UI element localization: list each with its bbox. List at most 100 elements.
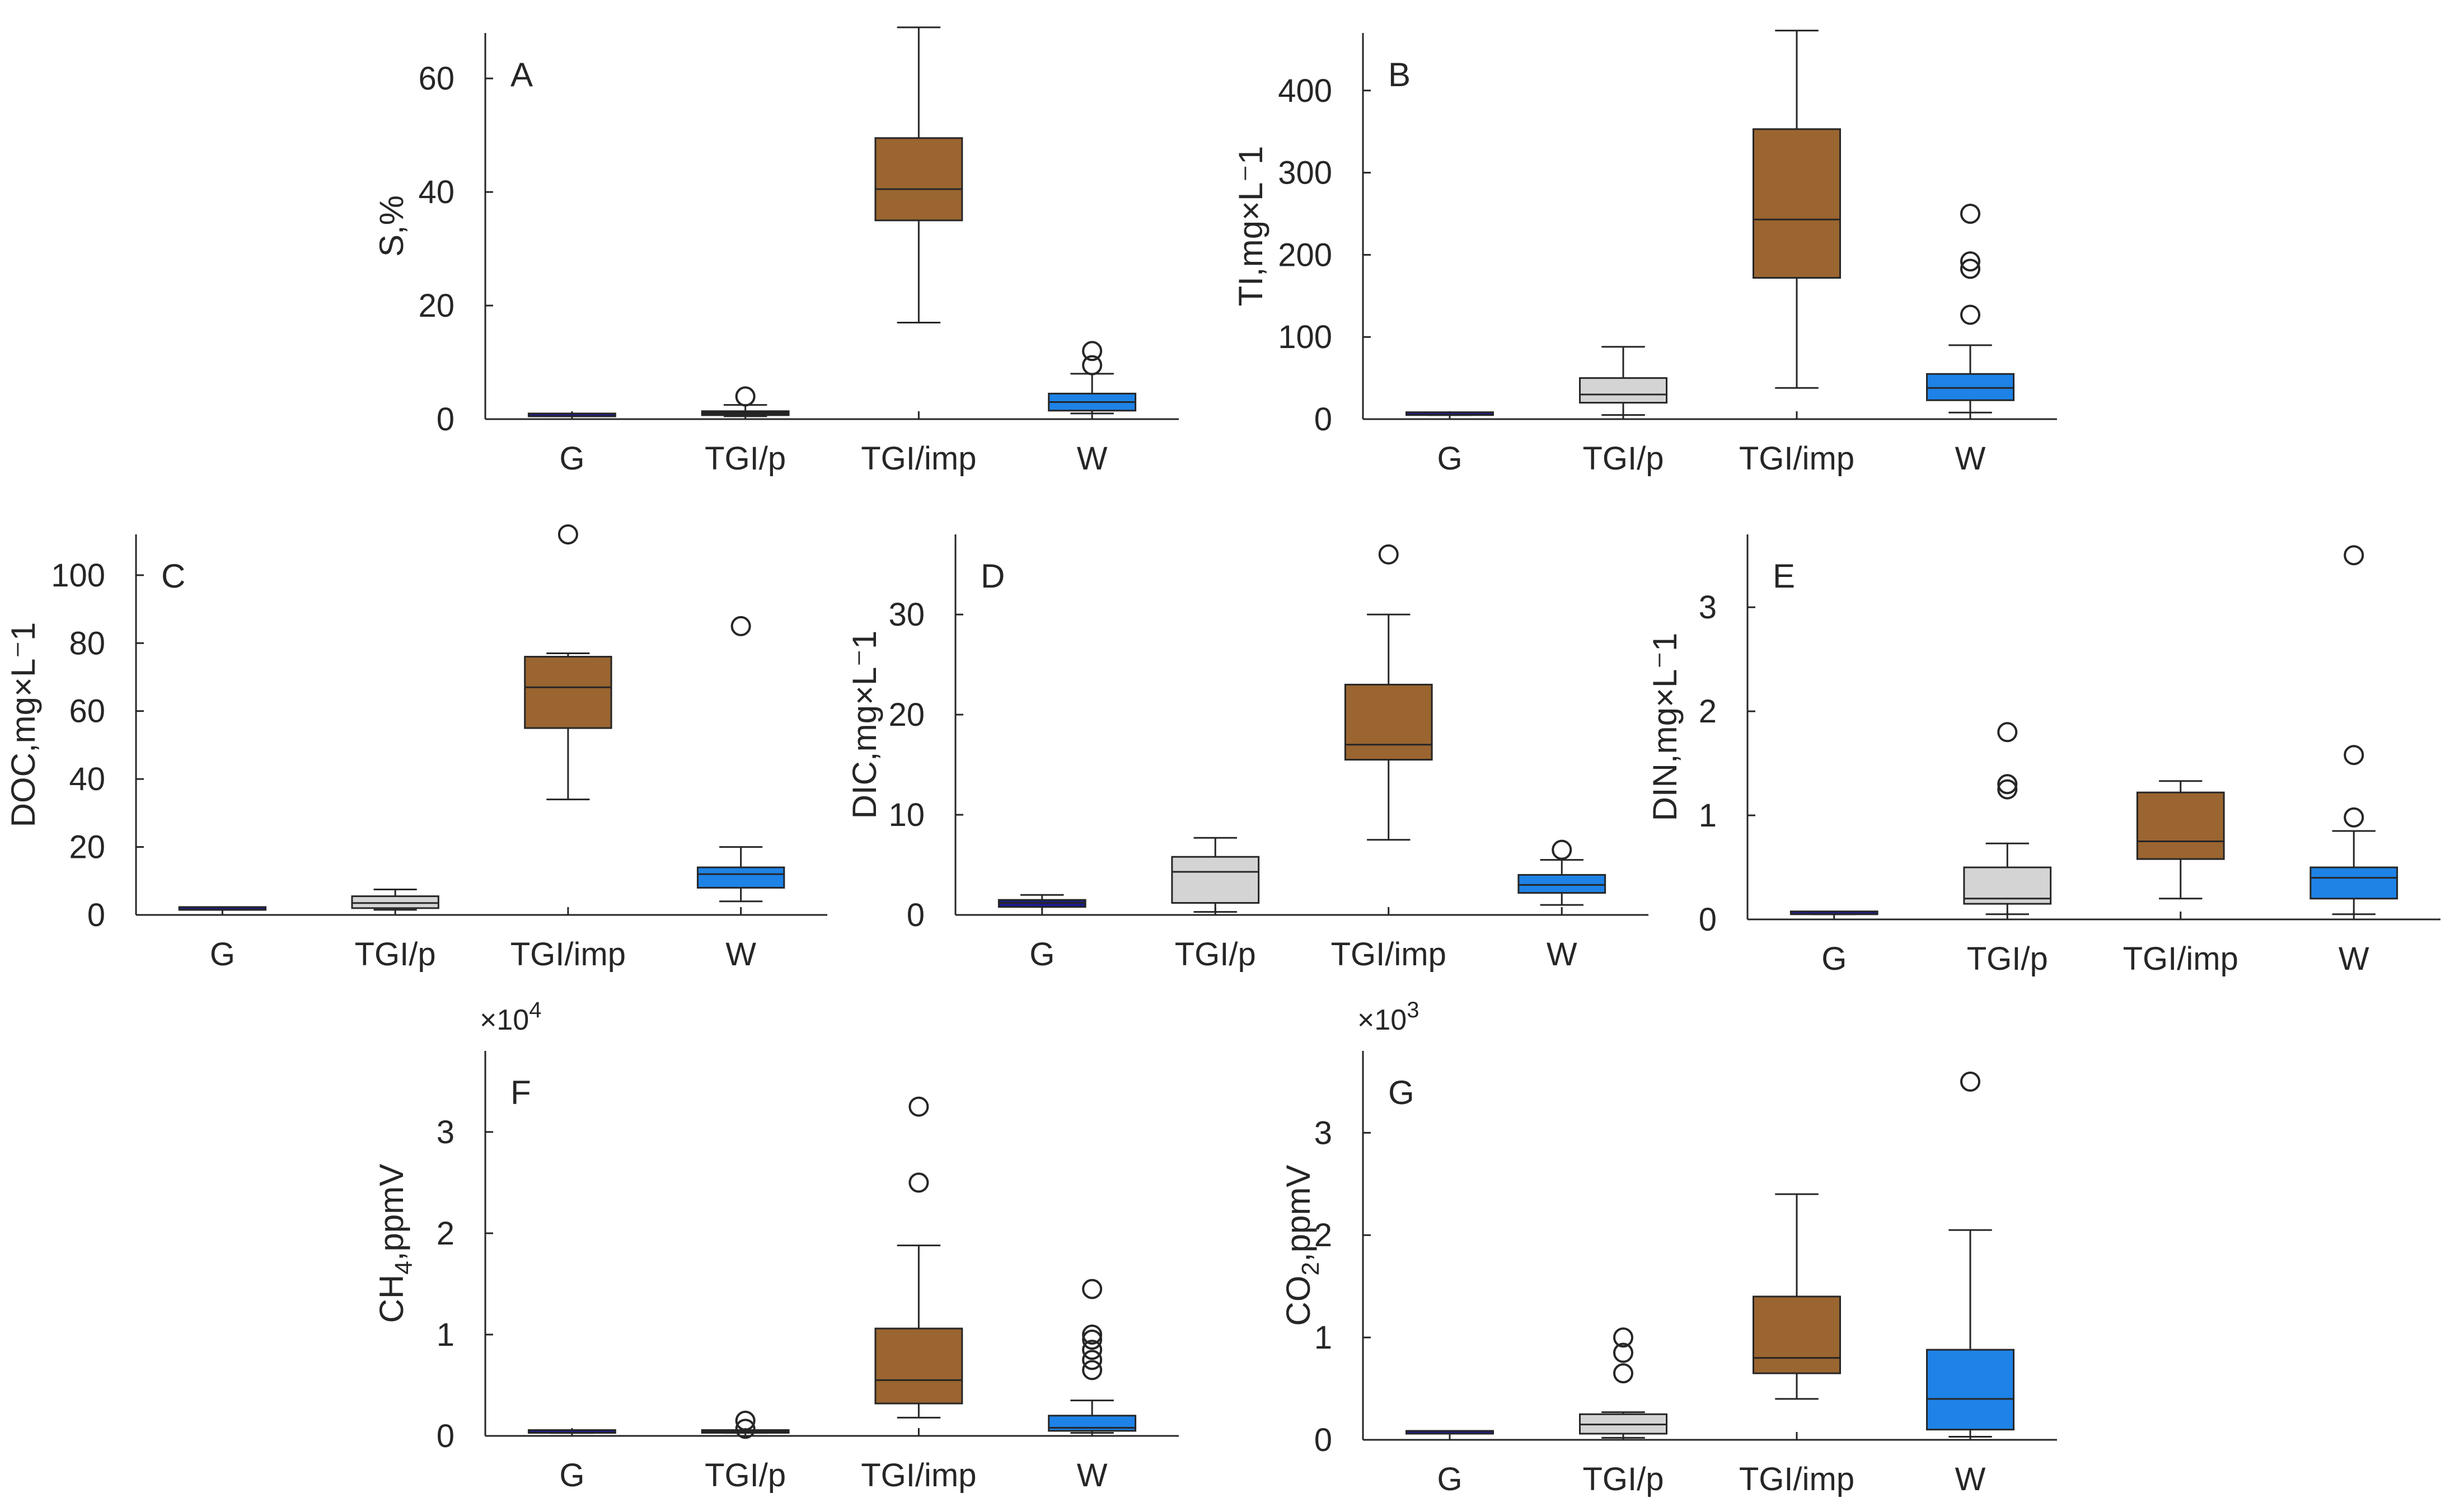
x-category-label: G <box>1437 1461 1462 1497</box>
y-tick-label: 60 <box>69 693 105 730</box>
y-tick-label: 40 <box>418 174 455 210</box>
panel-letter: F <box>510 1074 531 1111</box>
outlier-point <box>1082 355 1103 375</box>
outlier-point <box>1960 259 1980 279</box>
outlier-point <box>1082 1360 1103 1380</box>
outlier-point <box>908 1172 929 1193</box>
axis-exponent-label: ×103 <box>1357 998 1419 1036</box>
iqr-box <box>524 656 612 729</box>
outlier-point <box>1960 251 1980 272</box>
box-w <box>1926 1071 2014 1438</box>
iqr-box <box>1926 1349 2014 1431</box>
iqr-box <box>1753 128 1841 279</box>
x-category-label: TGI/p <box>705 440 786 477</box>
box-tgi-imp <box>1753 1193 1841 1400</box>
panel-f: 0 1 2 3 G TGI/p TGI/imp W F CH4,ppmV ×104 <box>373 998 1179 1494</box>
box-g <box>178 906 267 911</box>
panel-letter: B <box>1388 56 1411 93</box>
x-category-label: TGI/p <box>1175 936 1256 973</box>
panel-a: 0 20 40 60 G TGI/p TGI/imp W A S,% <box>373 26 1179 477</box>
y-tick-label: 1 <box>437 1317 455 1353</box>
iqr-box <box>351 895 439 909</box>
box-tgi-imp <box>524 524 612 801</box>
x-category-label: W <box>1547 936 1577 973</box>
box-tgi-p <box>1963 722 2052 915</box>
outlier-point <box>908 1096 929 1117</box>
box-g <box>1405 411 1494 416</box>
x-category-label: TGI/imp <box>1331 936 1446 973</box>
box-tgi-imp <box>874 26 963 323</box>
x-category-label: G <box>559 440 584 477</box>
panel-g: 0 1 2 3 G TGI/p TGI/imp W G CO2,ppmV ×103 <box>1280 998 2057 1497</box>
outlier-point <box>1082 1340 1103 1360</box>
outlier-point <box>735 1419 756 1439</box>
x-category-label: G <box>1821 941 1847 977</box>
y-tick-label: 0 <box>907 897 925 933</box>
outlier-point <box>730 616 751 636</box>
y-tick-label: 200 <box>1278 237 1332 273</box>
y-tick-label: 40 <box>69 761 105 797</box>
box-g <box>527 412 616 417</box>
box-tgi-imp <box>874 1096 963 1419</box>
panel-b: 0 100 200 300 400 G TGI/p TGI/imp W B TI,mg×L⁻1 <box>1232 30 2057 477</box>
x-category-label: W <box>1955 1461 1986 1497</box>
y-tick-label: 3 <box>437 1114 455 1151</box>
outlier-point <box>1960 304 1980 325</box>
outlier-point <box>1552 839 1572 860</box>
y-tick-label: 0 <box>437 1418 455 1454</box>
box-tgi-p <box>1579 1327 1667 1439</box>
box-w <box>1048 1279 1137 1434</box>
panel-letter: D <box>981 557 1005 595</box>
outlier-point <box>1997 722 2018 743</box>
y-tick-label: 2 <box>1314 1217 1332 1253</box>
outlier-point <box>557 524 578 544</box>
x-category-label: TGI/p <box>705 1457 786 1494</box>
iqr-box <box>2309 866 2398 900</box>
x-category-label: TGI/imp <box>510 936 626 973</box>
outlier-point <box>1082 1350 1103 1370</box>
iqr-box <box>2136 791 2225 860</box>
y-tick-label: 1 <box>1314 1320 1332 1356</box>
y-tick-label: 30 <box>888 597 925 633</box>
y-tick-label: 400 <box>1278 73 1332 109</box>
x-category-label: TGI/imp <box>1739 1461 1854 1497</box>
y-axis-label: CO2,ppmV <box>1280 1165 1324 1326</box>
outlier-point <box>1082 1279 1103 1299</box>
outlier-point <box>1960 1071 1980 1092</box>
x-category-label: W <box>2339 941 2369 977</box>
y-tick-label: 20 <box>418 288 455 324</box>
outlier-point <box>1613 1327 1633 1348</box>
x-category-label: TGI/imp <box>1739 440 1854 477</box>
x-category-label: TGI/p <box>1582 1461 1664 1497</box>
y-tick-label: 3 <box>1699 589 1717 626</box>
box-g <box>527 1429 616 1434</box>
y-axis-label: DIC,mg×L⁻1 <box>846 631 883 819</box>
iqr-box <box>874 137 963 222</box>
outlier-point <box>1613 1363 1633 1384</box>
iqr-box <box>874 1327 963 1405</box>
y-axis-label: CH4,ppmV <box>373 1164 418 1323</box>
box-tgi-imp <box>2136 780 2225 900</box>
outlier-point <box>1082 1330 1103 1350</box>
box-w <box>1048 341 1137 415</box>
box-g <box>1789 910 1878 915</box>
panel-letter: E <box>1773 557 1795 595</box>
y-tick-label: 2 <box>1699 693 1717 730</box>
x-category-label: TGI/p <box>1582 440 1664 477</box>
x-category-label: W <box>725 936 756 973</box>
y-tick-label: 60 <box>418 60 455 97</box>
outlier-point <box>1997 774 2018 795</box>
y-axis-label: DOC,mg×L⁻1 <box>4 622 42 828</box>
y-tick-label: 2 <box>437 1215 455 1252</box>
box-tgi-p <box>701 1410 790 1439</box>
box-w <box>1926 203 2014 414</box>
box-tgi-imp <box>1753 30 1841 389</box>
outlier-point <box>735 386 756 407</box>
outlier-point <box>1613 1342 1633 1363</box>
panel-c: 0 20 40 60 80 100 G TGI/p TGI/imp W C DOC,mg×L⁻1 <box>4 524 827 973</box>
box-tgi-p <box>1171 837 1260 913</box>
box-w <box>1517 839 1606 906</box>
outlier-point <box>1997 779 2018 800</box>
y-tick-label: 1 <box>1699 797 1717 834</box>
y-tick-label: 0 <box>1699 901 1717 938</box>
